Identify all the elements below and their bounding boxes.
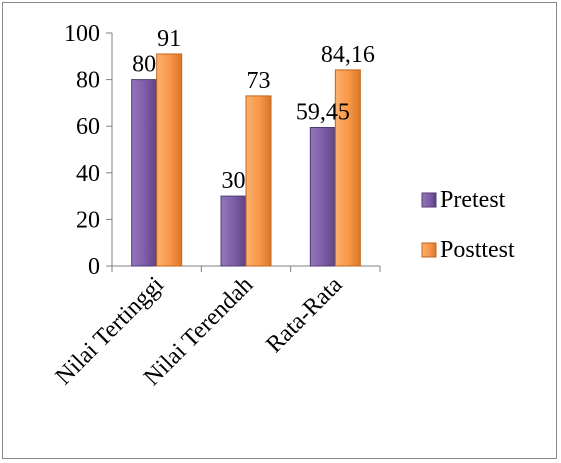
bar-pretest bbox=[309, 126, 336, 267]
legend-label-pretest: Pretest bbox=[440, 187, 506, 213]
data-label: 73 bbox=[247, 68, 271, 94]
legend-label-posttest: Posttest bbox=[440, 237, 515, 263]
bar-posttest bbox=[156, 53, 183, 267]
bar-posttest bbox=[245, 95, 272, 267]
chart-frame bbox=[2, 2, 557, 459]
legend-swatch-posttest bbox=[421, 242, 437, 258]
data-label: 80 bbox=[132, 52, 156, 78]
y-tick-label: 20 bbox=[76, 207, 100, 233]
data-label: 84,16 bbox=[321, 42, 375, 68]
y-tick-label: 40 bbox=[76, 161, 100, 187]
x-category-label: Rata-Rata bbox=[261, 272, 347, 358]
y-tick-label: 0 bbox=[88, 254, 100, 280]
data-label: 91 bbox=[157, 26, 181, 52]
bars bbox=[131, 53, 361, 267]
y-tick-label: 80 bbox=[76, 68, 100, 94]
data-label: 30 bbox=[222, 168, 246, 194]
bar-pretest bbox=[131, 79, 158, 267]
legend-swatch-pretest bbox=[421, 192, 437, 208]
y-tick-label: 60 bbox=[76, 114, 100, 140]
legend: Pretest Posttest bbox=[421, 187, 515, 263]
bar-pretest bbox=[220, 195, 247, 267]
data-label: 59,45 bbox=[296, 99, 350, 125]
bar-posttest bbox=[334, 69, 361, 267]
y-tick-label: 100 bbox=[64, 21, 100, 47]
